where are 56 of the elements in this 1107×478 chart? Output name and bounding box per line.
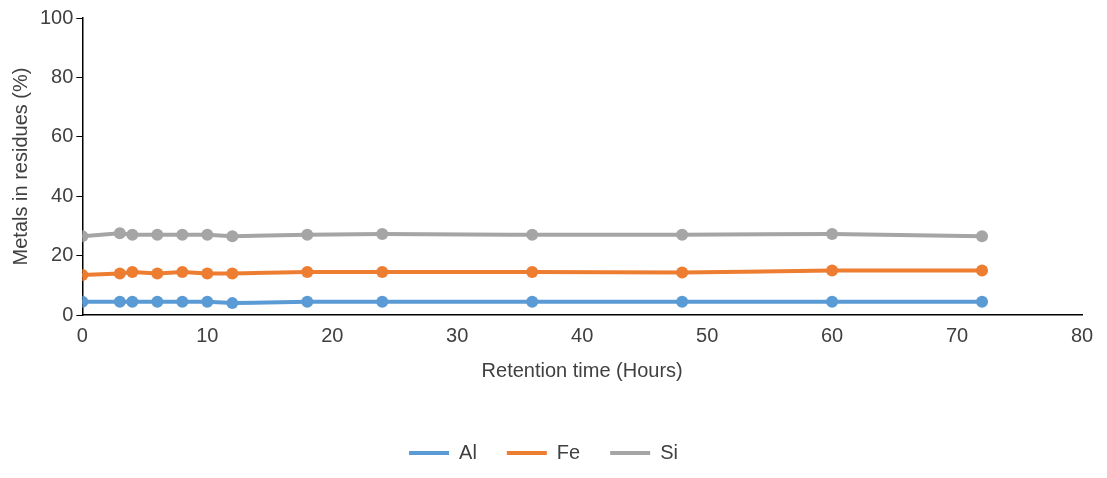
x-tick-label: 80 <box>1070 323 1094 346</box>
legend-label: Al <box>459 440 477 463</box>
point <box>301 265 314 278</box>
point <box>176 295 189 308</box>
point <box>126 265 139 278</box>
point <box>526 295 539 308</box>
point <box>826 264 839 277</box>
y-tick-label: 100 <box>39 5 74 28</box>
point <box>201 295 214 308</box>
point <box>826 227 839 240</box>
y-axis-title: Metals in residues (%) <box>8 67 31 266</box>
x-tick-label: 0 <box>76 323 88 346</box>
point <box>301 228 314 241</box>
point <box>176 265 189 278</box>
point <box>226 267 239 280</box>
point <box>126 295 139 308</box>
point <box>676 295 689 308</box>
point <box>201 228 214 241</box>
x-tick-label: 30 <box>446 323 469 346</box>
point <box>113 267 126 280</box>
point <box>113 227 126 240</box>
point <box>376 295 389 308</box>
point <box>976 264 989 277</box>
point <box>826 295 839 308</box>
point <box>151 228 164 241</box>
point <box>226 297 239 310</box>
point <box>676 266 689 279</box>
point <box>151 267 164 280</box>
point <box>176 228 189 241</box>
point <box>113 295 126 308</box>
point <box>526 228 539 241</box>
point <box>976 295 989 308</box>
x-tick-label: 10 <box>196 323 219 346</box>
x-tick-label: 20 <box>321 323 344 346</box>
point <box>976 230 989 243</box>
y-tick-label: 80 <box>51 64 74 87</box>
point <box>376 265 389 278</box>
x-axis-title: Retention time (Hours) <box>481 358 683 381</box>
point <box>676 228 689 241</box>
point <box>151 295 164 308</box>
y-tick-label: 0 <box>62 302 74 325</box>
legend-label: Si <box>660 440 678 463</box>
x-tick-label: 50 <box>696 323 719 346</box>
point <box>526 265 539 278</box>
point <box>301 295 314 308</box>
legend-label: Fe <box>556 440 581 463</box>
x-tick-label: 40 <box>571 323 594 346</box>
point <box>201 267 214 280</box>
x-tick-label: 70 <box>945 323 969 346</box>
y-tick-label: 40 <box>51 183 74 206</box>
point <box>226 230 239 243</box>
y-tick-label: 20 <box>51 243 74 266</box>
point <box>376 227 389 240</box>
point <box>126 228 139 241</box>
y-tick-label: 60 <box>51 124 74 147</box>
x-tick-label: 60 <box>820 323 844 346</box>
